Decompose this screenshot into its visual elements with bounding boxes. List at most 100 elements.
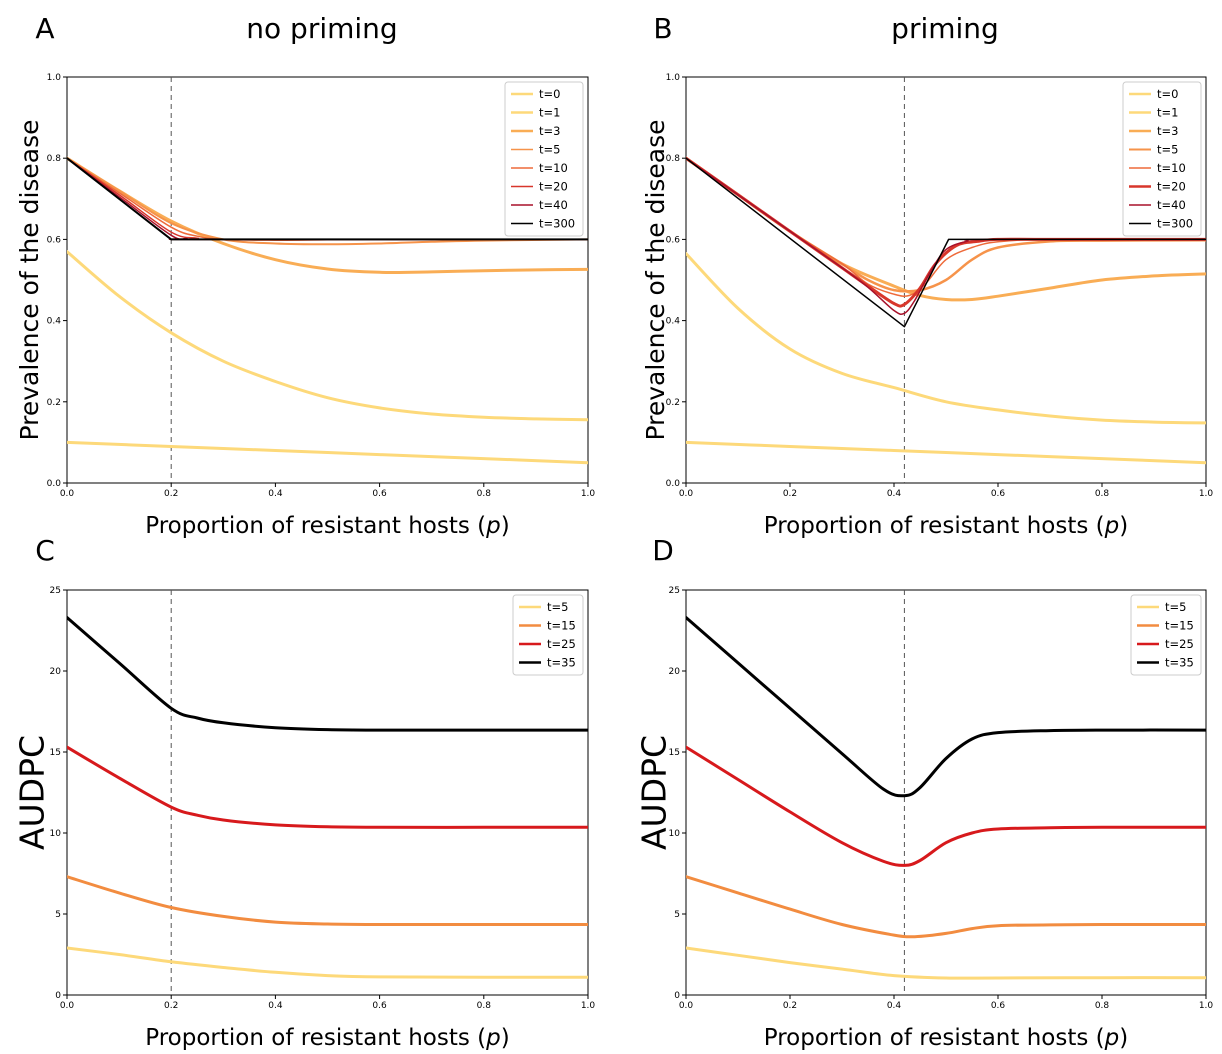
legend-label: t=25 [1165, 637, 1194, 651]
y-axis-label: Prevalence of the disease [641, 119, 670, 440]
panel-d: D 0.0 0.2 0.4 0.6 0.8 1.0 0 5 10 15 20 25 Proportion … [635, 534, 1214, 1051]
y-axis-label: AUDPC [13, 735, 52, 850]
y-tick-label: 20 [50, 667, 62, 677]
x-tick-label: 0.2 [783, 1001, 797, 1011]
x-tick-label: 0.4 [887, 489, 902, 499]
x-tick-label: 0.2 [164, 489, 178, 499]
panel-c: C 0.0 0.2 0.4 0.6 0.8 1.0 0 5 10 15 20 25 Proportion … [13, 534, 596, 1051]
series-line-t25 [67, 747, 588, 827]
legend-label: t=10 [1157, 161, 1186, 175]
legend-label: t=5 [1157, 143, 1178, 157]
x-axis-label: Proportion of resistant hosts (p) [764, 513, 1128, 539]
y-tick-label: 5 [55, 910, 61, 920]
x-tick-label: 0.0 [679, 489, 694, 499]
legend-label: t=1 [1157, 106, 1178, 120]
x-tick-label: 0.6 [991, 489, 1006, 499]
x-tick-label: 0.0 [679, 1001, 694, 1011]
series-line-t5 [67, 948, 588, 977]
legend: t=5 t=15 t=25 t=35 [513, 595, 583, 675]
x-tick-label: 1.0 [1199, 489, 1214, 499]
legend-label: t=40 [539, 198, 568, 212]
x-tick-label: 1.0 [581, 489, 596, 499]
panel-letter: B [653, 12, 672, 45]
y-tick-label: 1.0 [666, 73, 681, 83]
legend-label: t=35 [1165, 656, 1194, 670]
legend-label: t=0 [539, 87, 560, 101]
y-tick-label: 20 [669, 667, 681, 677]
series-line-t25 [686, 747, 1206, 865]
legend-label: t=15 [1165, 619, 1194, 633]
series-line-t0 [67, 442, 588, 462]
legend-label: t=35 [547, 656, 576, 670]
y-tick-label: 0.0 [47, 479, 62, 489]
series-line-t15 [686, 877, 1206, 937]
legend-label: t=20 [1157, 180, 1186, 194]
panel-letter: D [652, 534, 674, 567]
x-axis-label: Proportion of resistant hosts (p) [145, 1025, 509, 1051]
series-line-t15 [67, 877, 588, 925]
y-tick-label: 0.8 [47, 154, 62, 164]
series-line-t1 [67, 252, 588, 420]
legend-label: t=10 [539, 161, 568, 175]
y-tick-label: 0.4 [47, 317, 62, 327]
y-axis-label: AUDPC [635, 735, 674, 850]
y-tick-label: 0.6 [47, 235, 62, 245]
x-axis-label: Proportion of resistant hosts (p) [145, 513, 509, 539]
x-tick-label: 0.8 [1095, 489, 1110, 499]
x-tick-label: 0.4 [268, 489, 283, 499]
x-tick-label: 0.0 [60, 489, 75, 499]
legend-label: t=0 [1157, 87, 1178, 101]
x-tick-label: 0.2 [164, 1001, 178, 1011]
legend-label: t=20 [539, 180, 568, 194]
y-tick-label: 0 [674, 991, 680, 1001]
y-axis-label: Prevalence of the disease [15, 119, 44, 440]
x-tick-label: 0.8 [477, 489, 492, 499]
panel-letter: A [35, 12, 54, 45]
y-tick-label: 0 [55, 991, 61, 1001]
x-tick-label: 1.0 [1199, 1001, 1214, 1011]
x-tick-label: 0.6 [372, 1001, 387, 1011]
series-line-t0 [686, 442, 1206, 462]
x-tick-label: 0.4 [268, 1001, 283, 1011]
y-tick-label: 25 [669, 586, 680, 596]
legend-label: t=5 [547, 600, 568, 614]
x-tick-label: 0.8 [1095, 1001, 1110, 1011]
legend-label: t=5 [1165, 600, 1186, 614]
x-tick-label: 0.4 [887, 1001, 902, 1011]
x-axis-label: Proportion of resistant hosts (p) [764, 1025, 1128, 1051]
series-line-t35 [67, 618, 588, 731]
y-tick-label: 0.0 [666, 479, 681, 489]
legend-label: t=40 [1157, 198, 1186, 212]
x-tick-label: 1.0 [581, 1001, 596, 1011]
x-tick-label: 0.8 [477, 1001, 492, 1011]
series-line-t5 [686, 948, 1206, 978]
legend: t=0 t=1 t=3 t=5 t=10 t=20 t=40 t=300 [505, 82, 583, 236]
legend-label: t=1 [539, 106, 560, 120]
column-title: no priming [246, 12, 397, 45]
legend-label: t=3 [539, 124, 560, 138]
legend-label: t=5 [539, 143, 560, 157]
legend-label: t=3 [1157, 124, 1178, 138]
x-tick-label: 0.6 [991, 1001, 1006, 1011]
x-tick-label: 0.0 [60, 1001, 75, 1011]
legend-label: t=25 [547, 637, 576, 651]
y-tick-label: 0.2 [47, 398, 61, 408]
column-title: priming [891, 12, 999, 45]
series-group [686, 618, 1206, 979]
y-tick-label: 5 [674, 910, 680, 920]
legend-label: t=300 [539, 217, 575, 231]
y-tick-label: 1.0 [47, 73, 62, 83]
legend: t=5 t=15 t=25 t=35 [1131, 595, 1201, 675]
y-tick-label: 25 [50, 586, 61, 596]
series-line-t35 [686, 618, 1206, 796]
legend-label: t=15 [547, 619, 576, 633]
panel-a: Ano priming 0.0 0.2 0.4 0.6 0.8 1.0 0.0 0.2 0.4 0.… [15, 12, 595, 539]
series-group [67, 618, 588, 978]
x-tick-label: 0.6 [372, 489, 387, 499]
legend: t=0 t=1 t=3 t=5 t=10 t=20 t=40 t=300 [1123, 82, 1201, 236]
panel-letter: C [35, 534, 55, 567]
legend-label: t=300 [1157, 217, 1193, 231]
x-tick-label: 0.2 [783, 489, 797, 499]
